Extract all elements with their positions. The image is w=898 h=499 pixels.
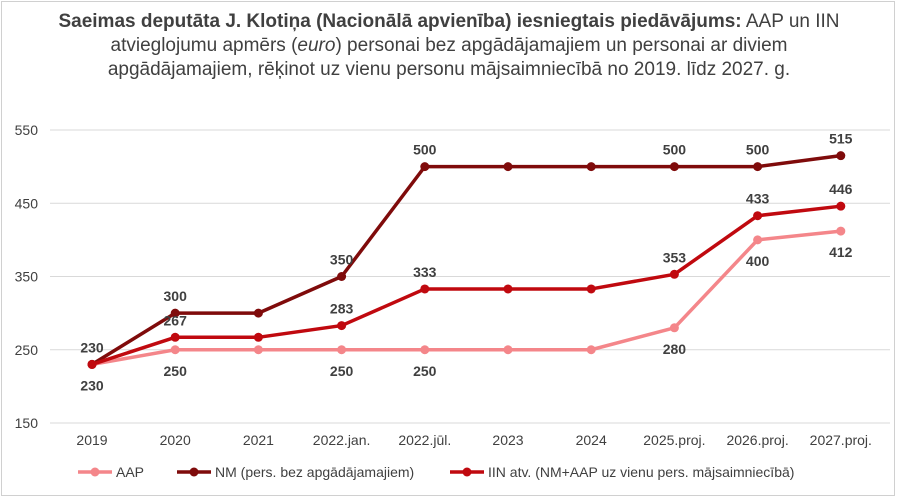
data-label: 412 xyxy=(829,244,853,260)
data-point xyxy=(503,162,513,172)
data-point xyxy=(420,345,430,355)
x-tick-label: 2025.proj. xyxy=(643,432,705,448)
x-tick-label: 2020 xyxy=(160,432,191,448)
data-label: 433 xyxy=(746,191,770,207)
data-point xyxy=(586,162,596,172)
title-text-1: AAP un IIN atvieglojumu apmērs ( xyxy=(110,11,840,56)
data-label: 300 xyxy=(164,288,188,304)
y-tick-label: 250 xyxy=(15,342,39,358)
legend-label: NM (pers. bez apgādājamajiem) xyxy=(215,464,414,480)
data-label: 267 xyxy=(164,312,188,328)
data-point xyxy=(337,272,347,281)
data-point xyxy=(253,332,263,342)
y-axis: 150 250 350 450 550 xyxy=(15,122,39,431)
data-point xyxy=(503,284,513,294)
data-label: 250 xyxy=(413,363,437,379)
legend: AAP NM (pers. bez apgādājamajiem) IIN atv.… xyxy=(78,464,794,480)
data-point xyxy=(170,345,180,355)
data-point xyxy=(253,308,263,318)
data-label: 283 xyxy=(330,301,354,317)
data-label: 500 xyxy=(663,142,687,158)
data-point xyxy=(669,269,679,279)
data-point xyxy=(337,321,347,331)
data-point xyxy=(253,345,263,355)
legend-label: AAP xyxy=(116,464,144,480)
y-tick-label: 450 xyxy=(15,195,39,211)
data-label: 500 xyxy=(746,142,770,158)
data-point xyxy=(753,235,763,245)
data-point xyxy=(836,226,846,236)
data-label: 230 xyxy=(80,339,104,355)
legend-swatch-marker xyxy=(90,467,100,477)
data-label: 230 xyxy=(80,377,104,393)
gridlines xyxy=(50,129,890,424)
x-tick-label: 2019 xyxy=(76,432,107,448)
series-line xyxy=(91,204,841,367)
data-point xyxy=(669,162,679,172)
data-point xyxy=(503,345,513,355)
data-label: 333 xyxy=(413,264,437,280)
x-tick-label: 2022.jūl. xyxy=(398,432,451,448)
title-bold: Saeimas deputāta J. Klotiņa (Nacionālā a… xyxy=(58,11,742,32)
data-point xyxy=(669,323,679,333)
data-point xyxy=(337,345,347,355)
y-tick-label: 550 xyxy=(15,122,39,138)
series-line xyxy=(91,229,841,367)
legend-swatch-marker xyxy=(189,467,199,477)
data-point xyxy=(87,359,97,369)
series-lines xyxy=(87,151,846,369)
x-tick-label: 2024 xyxy=(576,432,607,448)
chart-title: Saeimas deputāta J. Klotiņa (Nacionālā a… xyxy=(40,10,858,82)
data-point xyxy=(836,201,846,211)
data-label: 400 xyxy=(746,253,770,269)
data-point xyxy=(170,332,180,342)
data-point xyxy=(420,162,430,172)
data-label: 500 xyxy=(413,142,437,158)
data-point xyxy=(586,284,596,294)
title-text-2: ) personai bez apgādājamajiem un persona… xyxy=(107,35,791,80)
title-italic: euro xyxy=(297,35,336,56)
data-point xyxy=(420,284,430,294)
data-point xyxy=(170,308,180,318)
x-tick-label: 2022.jan. xyxy=(313,432,371,448)
x-tick-label: 2026.proj. xyxy=(726,432,788,448)
x-tick-label: 2023 xyxy=(492,432,523,448)
legend-swatch-marker xyxy=(462,467,472,477)
data-point xyxy=(753,211,763,221)
data-point xyxy=(836,151,846,161)
data-point xyxy=(753,162,763,172)
y-tick-label: 350 xyxy=(15,269,39,285)
data-label: 353 xyxy=(663,249,687,265)
data-point xyxy=(586,345,596,355)
x-axis: 2019 2020 2021 2022.jan. 2022.jūl. 2023 2024 20… xyxy=(76,432,872,448)
data-labels: 230 250 250 250 280 400 412 300 350 500 500 500 515 2… xyxy=(80,131,852,394)
data-label: 515 xyxy=(829,131,853,147)
data-label: 280 xyxy=(663,341,687,357)
data-label: 250 xyxy=(164,363,188,379)
data-label: 350 xyxy=(330,252,354,268)
data-label: 446 xyxy=(829,181,853,197)
y-tick-label: 150 xyxy=(15,415,39,431)
series-line xyxy=(91,153,842,366)
x-tick-label: 2027.proj. xyxy=(810,432,872,448)
data-label: 250 xyxy=(330,363,354,379)
legend-label: IIN atv. (NM+AAP uz vienu pers. mājsaimn… xyxy=(488,464,794,480)
x-tick-label: 2021 xyxy=(243,432,274,448)
